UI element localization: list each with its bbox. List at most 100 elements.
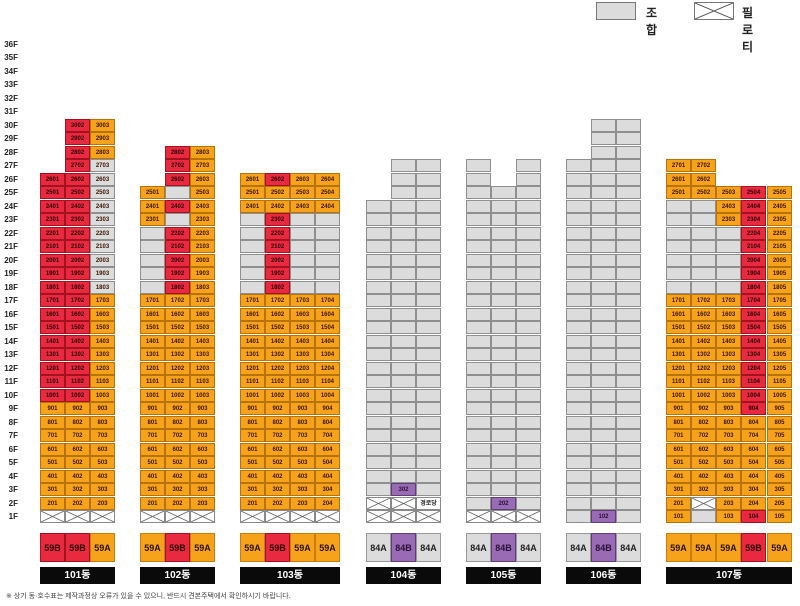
unit-cell	[691, 240, 716, 253]
unit-cell	[366, 375, 391, 388]
unit-cell: 1802	[165, 280, 190, 294]
unit-cell	[466, 199, 491, 213]
unit-cell	[416, 172, 441, 186]
unit-cell	[591, 483, 616, 496]
unit-cell: 2402	[165, 199, 190, 213]
unit-cell	[516, 240, 541, 253]
unit-cell	[566, 442, 591, 456]
unit-cell: 104	[741, 510, 766, 523]
unit-cell: 601	[140, 442, 165, 456]
unit-cell	[290, 253, 315, 267]
unit-cell: 1003	[716, 388, 741, 402]
unit-cell: 201	[40, 496, 65, 510]
unit-cell: 303	[90, 483, 115, 496]
unit-cell: 202	[65, 496, 90, 510]
unit-cell: 1402	[165, 334, 190, 348]
unit-cell	[566, 361, 591, 375]
unit-cell: 702	[165, 429, 190, 442]
unit-cell: 1603	[190, 307, 215, 321]
unit-cell	[315, 253, 340, 267]
unit-cell	[466, 226, 491, 240]
piloti-cell	[90, 510, 115, 523]
unit-cell: 2003	[90, 253, 115, 267]
piloti-cell	[140, 510, 165, 523]
unit-cell: 2503	[716, 186, 741, 199]
unit-cell	[516, 253, 541, 267]
unit-cell	[416, 402, 441, 415]
unit-cell: 1403	[716, 334, 741, 348]
unit-cell	[416, 159, 441, 172]
unit-cell	[591, 469, 616, 483]
unit-cell: 401	[666, 469, 691, 483]
unit-cell	[466, 429, 491, 442]
unit-cell: 2504	[741, 186, 766, 199]
unit-cell	[466, 483, 491, 496]
unit-cell	[566, 172, 591, 186]
unit-cell: 901	[666, 402, 691, 415]
unit-cell: 1102	[65, 375, 90, 388]
unit-cell: 1304	[741, 348, 766, 361]
unit-cell: 802	[65, 415, 90, 429]
unit-type-badge: 59A	[190, 533, 215, 562]
unit-cell	[315, 240, 340, 253]
piloti-cell	[416, 510, 441, 523]
unit-cell	[366, 442, 391, 456]
unit-cell	[691, 280, 716, 294]
unit-cell: 102	[591, 510, 616, 523]
piloti-cell	[466, 510, 491, 523]
unit-cell	[666, 226, 691, 240]
unit-cell	[366, 253, 391, 267]
unit-cell: 805	[767, 415, 792, 429]
unit-cell: 2501	[40, 186, 65, 199]
unit-cell: 1603	[90, 307, 115, 321]
unit-cell: 402	[165, 469, 190, 483]
unit-cell: 1101	[40, 375, 65, 388]
floor-label: 4F	[8, 471, 18, 481]
unit-cell	[466, 469, 491, 483]
unit-cell	[140, 280, 165, 294]
unit-cell	[516, 348, 541, 361]
building-name-label: 101동	[40, 567, 115, 584]
unit-cell	[466, 348, 491, 361]
unit-cell: 402	[265, 469, 290, 483]
unit-cell	[566, 469, 591, 483]
unit-type-badge: 59A	[716, 533, 741, 562]
unit-cell: 502	[691, 456, 716, 469]
unit-cell: 1203	[190, 361, 215, 375]
unit-cell	[366, 483, 391, 496]
floor-label: 2F	[8, 498, 18, 508]
unit-cell	[566, 226, 591, 240]
unit-cell: 1904	[741, 267, 766, 280]
floor-label: 17F	[4, 296, 18, 305]
unit-cell: 1001	[40, 388, 65, 402]
unit-cell: 1402	[65, 334, 90, 348]
unit-cell	[516, 442, 541, 456]
unit-cell	[616, 361, 641, 375]
unit-cell: 1704	[741, 294, 766, 307]
unit-cell: 2102	[65, 240, 90, 253]
unit-cell: 803	[90, 415, 115, 429]
unit-cell: 902	[165, 402, 190, 415]
unit-cell: 403	[716, 469, 741, 483]
unit-cell: 1701	[40, 294, 65, 307]
unit-cell: 1702	[265, 294, 290, 307]
unit-cell	[566, 510, 591, 523]
unit-cell	[591, 307, 616, 321]
unit-cell: 701	[666, 429, 691, 442]
unit-type-badge: 84B	[391, 533, 416, 562]
unit-cell: 303	[290, 483, 315, 496]
unit-cell: 2402	[265, 199, 290, 213]
unit-cell: 201	[240, 496, 265, 510]
piloti-cell	[366, 510, 391, 523]
unit-cell	[616, 159, 641, 172]
piloti-cell	[691, 496, 716, 510]
unit-cell: 2302	[65, 213, 90, 226]
unit-cell: 1602	[65, 307, 90, 321]
unit-cell: 302	[691, 483, 716, 496]
unit-cell: 2602	[165, 172, 190, 186]
unit-cell	[491, 199, 516, 213]
unit-cell	[666, 267, 691, 280]
unit-cell: 2104	[741, 240, 766, 253]
unit-cell: 1302	[165, 348, 190, 361]
unit-cell: 2503	[190, 186, 215, 199]
